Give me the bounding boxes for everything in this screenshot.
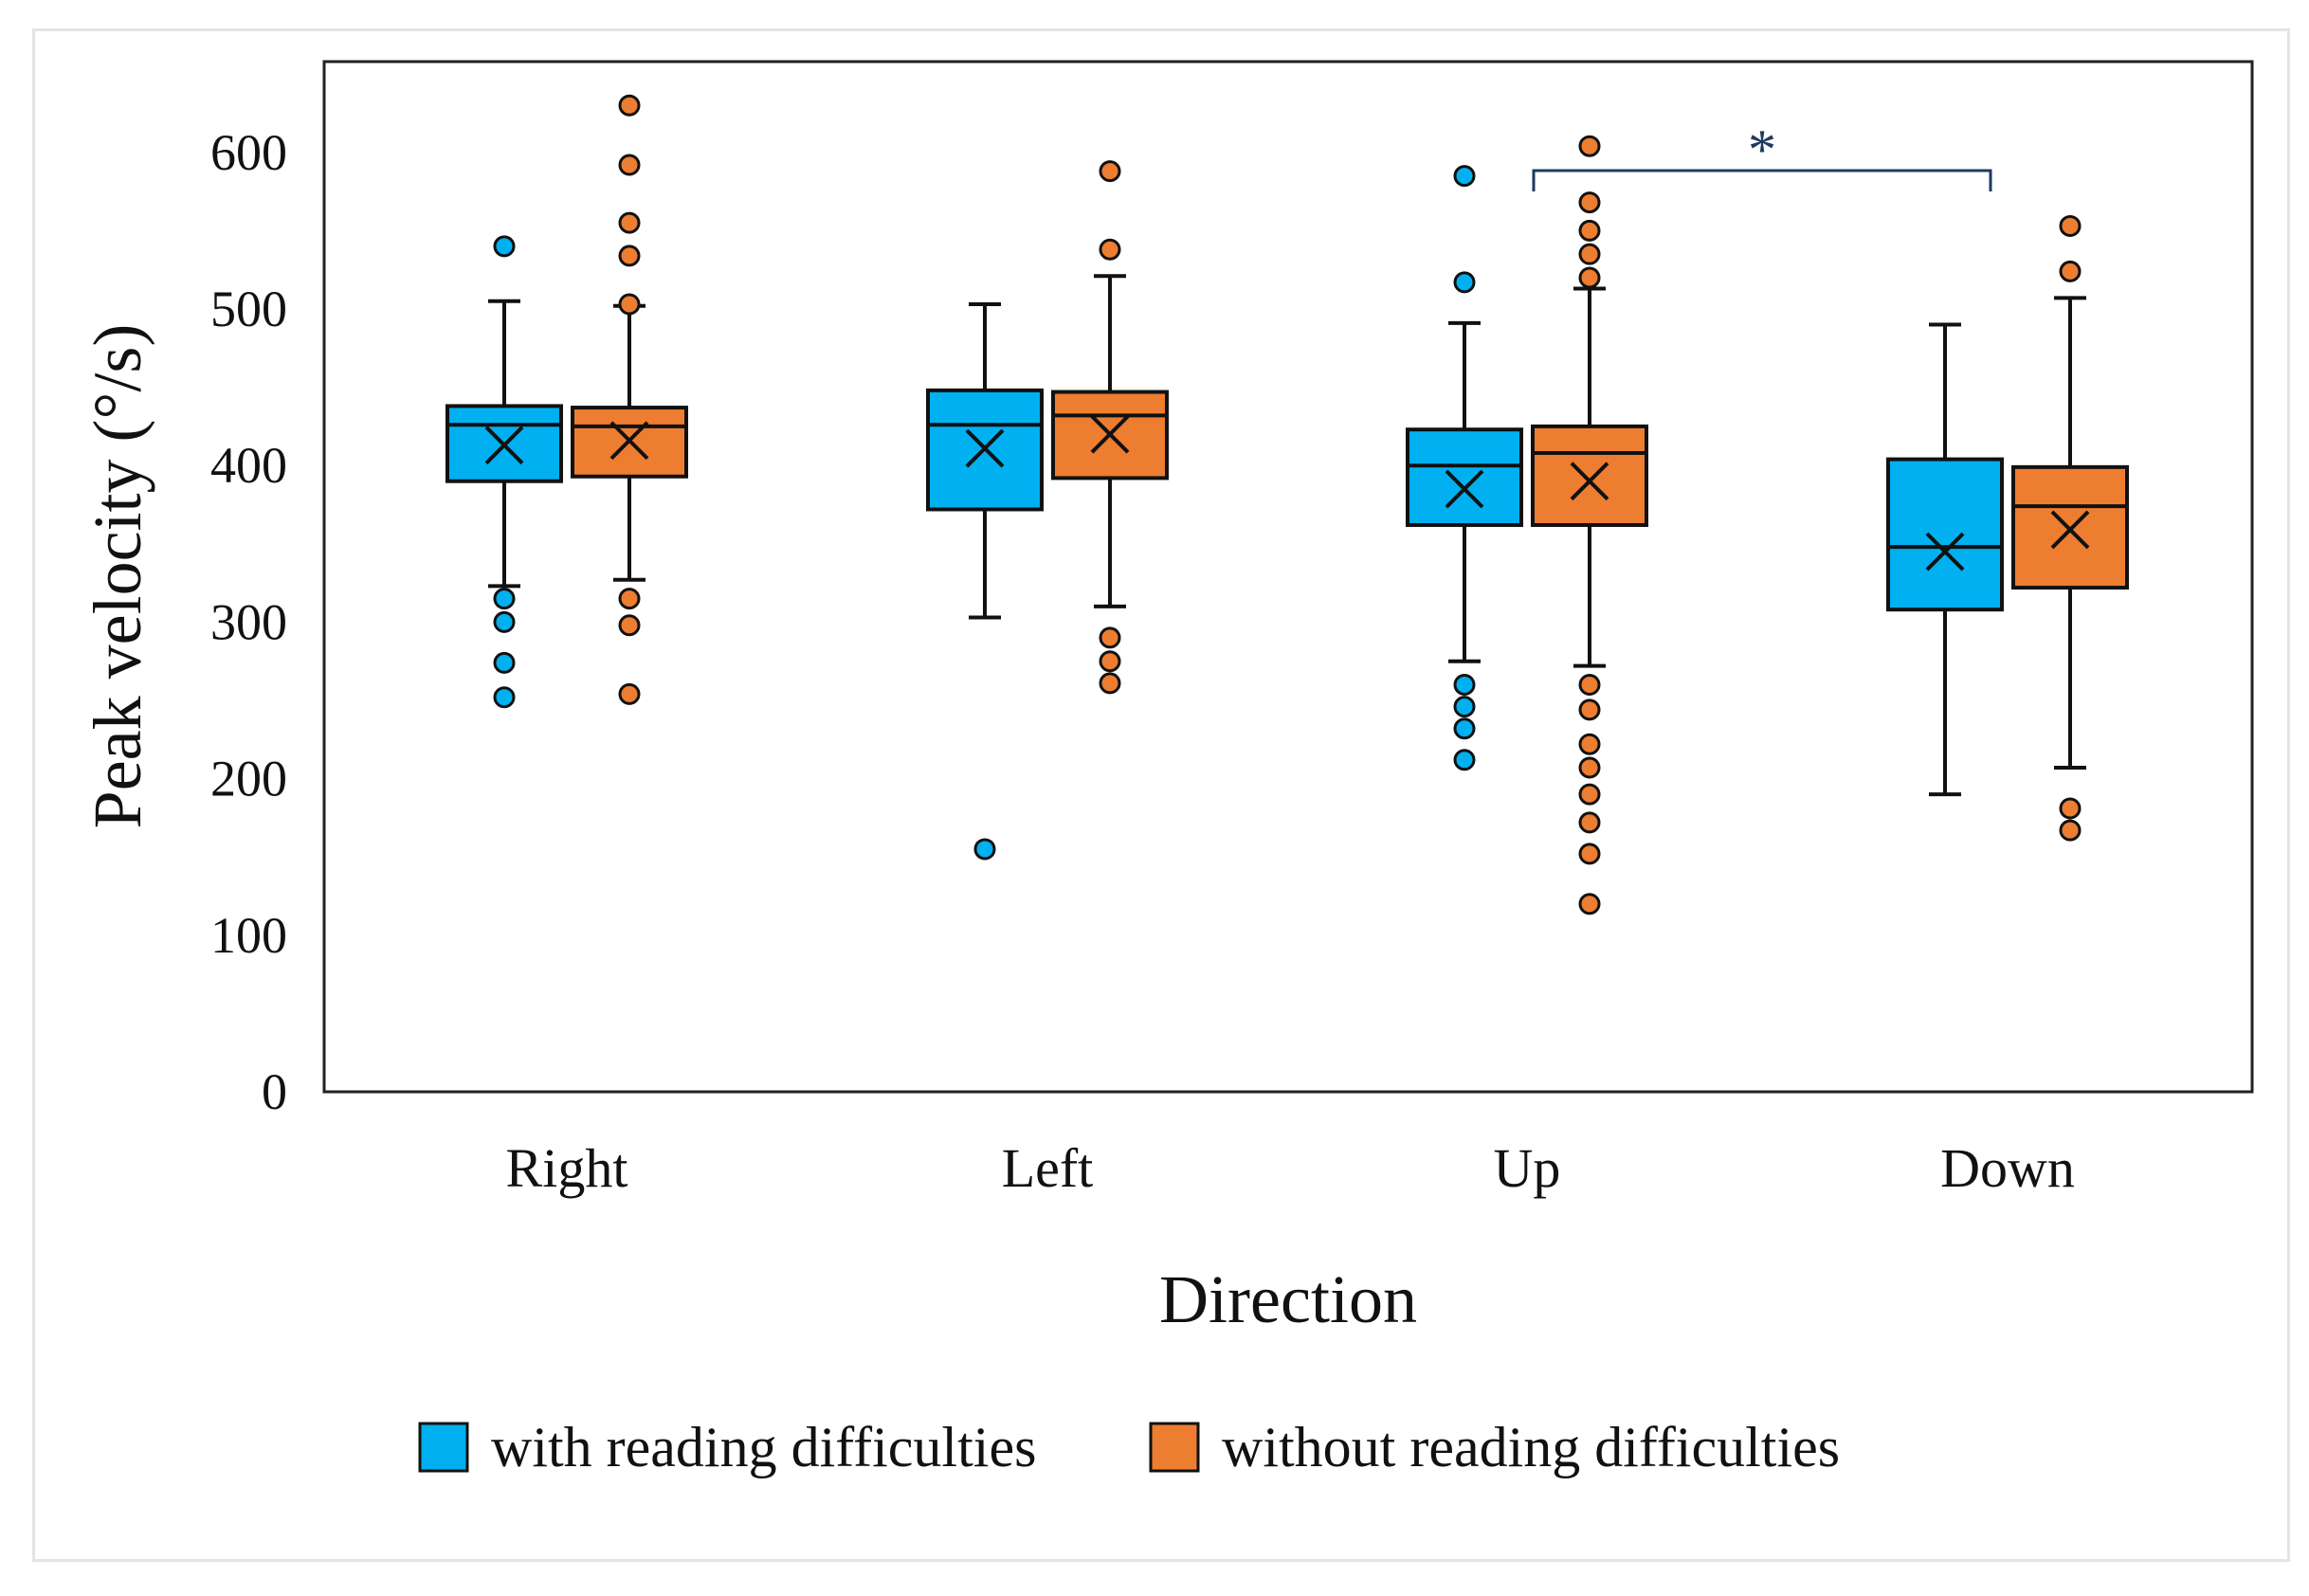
mean-marker bbox=[2050, 510, 2090, 550]
significance-star: * bbox=[1748, 118, 1776, 181]
x-category-label: Up bbox=[1494, 1137, 1561, 1199]
y-tick-label: 200 bbox=[210, 751, 287, 807]
legend: with reading difficulties without readin… bbox=[418, 1416, 1840, 1478]
y-axis-title: Peak velocity (°/s) bbox=[80, 324, 155, 829]
legend-label-without: without reading difficulties bbox=[1222, 1416, 1840, 1478]
significance-layer: * bbox=[1532, 118, 1992, 191]
legend-swatch-without bbox=[1149, 1422, 1200, 1473]
box-up-series-0 bbox=[1406, 165, 1523, 771]
outlier-point bbox=[1453, 271, 1476, 294]
y-axis-ticks: 0 100 200 300 400 500 600 bbox=[210, 124, 287, 1120]
outlier-point bbox=[1099, 238, 1121, 261]
outlier-point bbox=[2059, 214, 2082, 237]
y-tick-label: 100 bbox=[210, 907, 287, 964]
mean-marker bbox=[609, 421, 649, 461]
box-up-series-1 bbox=[1531, 135, 1648, 916]
iqr-box bbox=[445, 404, 563, 483]
x-category-label: Left bbox=[1002, 1137, 1094, 1199]
significance-bracket bbox=[1532, 169, 1992, 191]
outlier-point bbox=[493, 651, 516, 674]
mean-marker bbox=[1925, 532, 1965, 571]
outlier-point bbox=[618, 94, 641, 117]
outlier-point bbox=[618, 293, 641, 316]
y-tick-label: 300 bbox=[210, 593, 287, 650]
iqr-box bbox=[1406, 427, 1523, 527]
outlier-point bbox=[1578, 733, 1601, 755]
outlier-point bbox=[1578, 756, 1601, 779]
outlier-point bbox=[618, 614, 641, 637]
outlier-point bbox=[1578, 783, 1601, 806]
boxes-layer bbox=[445, 94, 2129, 916]
mean-marker bbox=[1090, 414, 1130, 454]
outlier-point bbox=[493, 588, 516, 610]
outlier-point bbox=[1578, 843, 1601, 865]
box-left-series-0 bbox=[926, 302, 1044, 861]
outlier-point bbox=[1099, 672, 1121, 695]
outlier-point bbox=[973, 838, 996, 861]
y-tick-label: 400 bbox=[210, 437, 287, 494]
y-tick-label: 600 bbox=[210, 124, 287, 181]
x-category-label: Down bbox=[1940, 1137, 2075, 1199]
box-left-series-1 bbox=[1051, 160, 1169, 695]
outlier-point bbox=[1578, 219, 1601, 242]
outlier-point bbox=[1453, 717, 1476, 740]
outlier-point bbox=[1453, 749, 1476, 771]
outlier-point bbox=[1453, 673, 1476, 696]
mean-marker bbox=[484, 426, 524, 465]
box-down-series-1 bbox=[2011, 214, 2129, 842]
outlier-point bbox=[1578, 893, 1601, 916]
outlier-point bbox=[1578, 135, 1601, 157]
outlier-point bbox=[1578, 243, 1601, 265]
legend-label-with: with reading difficulties bbox=[491, 1416, 1036, 1478]
outlier-point bbox=[618, 211, 641, 234]
outlier-point bbox=[618, 245, 641, 267]
iqr-box bbox=[1886, 457, 2004, 612]
outlier-point bbox=[1453, 696, 1476, 718]
outlier-point bbox=[493, 235, 516, 258]
outlier-point bbox=[2059, 819, 2082, 842]
box-right-series-1 bbox=[571, 94, 688, 705]
mean-marker bbox=[1570, 462, 1609, 501]
outlier-point bbox=[1578, 266, 1601, 289]
outlier-point bbox=[618, 154, 641, 176]
y-tick-label: 0 bbox=[262, 1063, 287, 1120]
outlier-point bbox=[618, 682, 641, 705]
outlier-point bbox=[1099, 626, 1121, 649]
outlier-point bbox=[1578, 673, 1601, 696]
outlier-point bbox=[493, 686, 516, 709]
x-category-label: Right bbox=[506, 1137, 628, 1199]
outlier-point bbox=[1099, 650, 1121, 673]
outlier-point bbox=[1099, 160, 1121, 183]
iqr-box bbox=[1531, 424, 1648, 527]
mean-marker bbox=[965, 428, 1005, 468]
outlier-point bbox=[2059, 797, 2082, 820]
outlier-point bbox=[2059, 260, 2082, 282]
box-right-series-0 bbox=[445, 235, 563, 709]
legend-swatch-with bbox=[418, 1422, 469, 1473]
outlier-point bbox=[493, 610, 516, 633]
outlier-point bbox=[1578, 191, 1601, 214]
y-tick-label: 500 bbox=[210, 281, 287, 337]
box-down-series-0 bbox=[1886, 322, 2004, 797]
outlier-point bbox=[1578, 811, 1601, 834]
outlier-point bbox=[1453, 165, 1476, 188]
outlier-point bbox=[618, 588, 641, 610]
outlier-point bbox=[1578, 698, 1601, 721]
x-axis-categories: Right Left Up Down bbox=[506, 1137, 2075, 1199]
x-axis-title: Direction bbox=[1159, 1261, 1417, 1337]
mean-marker bbox=[1445, 469, 1484, 509]
